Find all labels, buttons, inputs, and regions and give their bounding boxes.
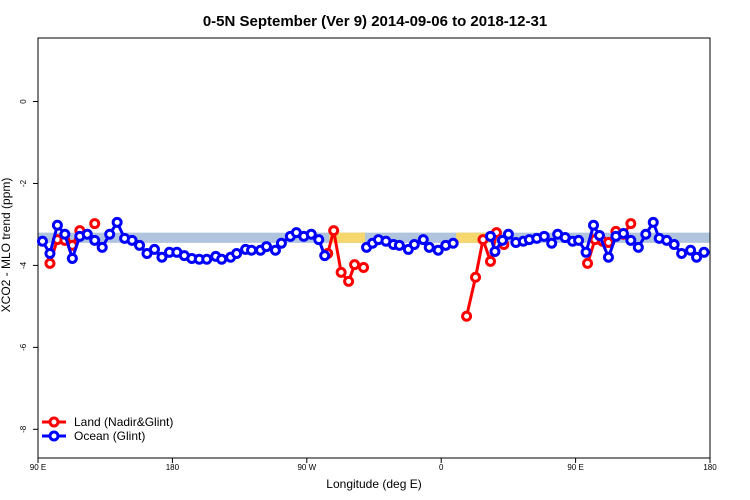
data-point <box>269 244 281 256</box>
data-point <box>343 275 355 287</box>
x-tick-label: 180 <box>703 463 717 472</box>
data-point <box>625 218 637 230</box>
data-point <box>246 244 258 256</box>
x-tick-label: 90 W <box>297 463 316 472</box>
data-point <box>632 241 644 253</box>
data-point <box>44 257 56 269</box>
data-point <box>593 230 605 242</box>
data-point <box>484 255 496 267</box>
y-tick-label: -8 <box>19 425 28 433</box>
series <box>36 216 710 265</box>
data-point <box>275 237 287 249</box>
data-point <box>447 237 459 249</box>
data-point <box>44 248 56 260</box>
data-point <box>89 218 101 230</box>
data-point <box>573 234 585 246</box>
data-point <box>313 234 325 246</box>
data-point <box>59 228 71 240</box>
data-point <box>104 228 116 240</box>
data-point <box>393 239 405 251</box>
data-point <box>625 234 637 246</box>
data-point <box>423 241 435 253</box>
data-point <box>668 239 680 251</box>
y-tick-label: -2 <box>19 179 28 187</box>
x-tick-label: 180 <box>166 463 180 472</box>
data-point <box>461 310 473 322</box>
data-point <box>698 246 710 258</box>
data-point <box>408 239 420 251</box>
x-axis-label: Longitude (deg E) <box>326 477 421 491</box>
data-point <box>335 266 347 278</box>
data-point <box>496 234 508 246</box>
x-tick-label: 90 E <box>567 463 583 472</box>
y-tick-label: -6 <box>19 343 28 351</box>
data-point <box>489 245 501 257</box>
data-point <box>484 230 496 242</box>
data-point <box>617 227 629 239</box>
data-point <box>546 237 558 249</box>
data-point <box>156 251 168 263</box>
data-point <box>126 234 138 246</box>
data-point <box>96 241 108 253</box>
data-point <box>470 271 482 283</box>
data-point <box>305 228 317 240</box>
data-point <box>231 248 243 260</box>
data-point <box>328 225 340 237</box>
y-axis-label: XCO2 - MLO trend (ppm) <box>0 178 13 313</box>
data-point <box>582 257 594 269</box>
data-point <box>502 228 514 240</box>
data-point <box>36 235 48 247</box>
data-point <box>216 253 228 265</box>
y-tick-label: 0 <box>19 99 28 104</box>
data-point <box>538 230 550 242</box>
x-tick-label: 90 E <box>30 463 46 472</box>
data-point <box>676 248 688 260</box>
land-band <box>456 232 491 243</box>
data-point <box>580 246 592 258</box>
data-point <box>588 219 600 231</box>
data-point <box>691 251 703 263</box>
data-point <box>319 250 331 262</box>
data-point <box>66 252 78 264</box>
data-point <box>602 251 614 263</box>
y-tick-label: -4 <box>19 261 28 269</box>
legend-label: Ocean (Glint) <box>74 429 145 443</box>
legend-label: Land (Nadir&Glint) <box>74 415 173 429</box>
data-point <box>640 228 652 240</box>
data-point <box>89 234 101 246</box>
data-point <box>134 239 146 251</box>
chart-title: 0-5N September (Ver 9) 2014-09-06 to 201… <box>203 13 547 30</box>
data-point <box>51 219 63 231</box>
legend-marker <box>48 430 60 442</box>
data-point <box>81 228 93 240</box>
data-point <box>111 216 123 228</box>
data-point <box>260 241 272 253</box>
data-point <box>148 243 160 255</box>
data-point <box>201 253 213 265</box>
data-point <box>432 244 444 256</box>
plot-frame <box>37 37 711 459</box>
data-point <box>647 216 659 228</box>
land-band <box>329 232 366 243</box>
data-point <box>349 259 361 271</box>
data-point <box>685 244 697 256</box>
x-tick-label: 0 <box>439 463 444 472</box>
data-point <box>417 234 429 246</box>
data-point <box>358 261 370 273</box>
legend-marker <box>48 416 60 428</box>
